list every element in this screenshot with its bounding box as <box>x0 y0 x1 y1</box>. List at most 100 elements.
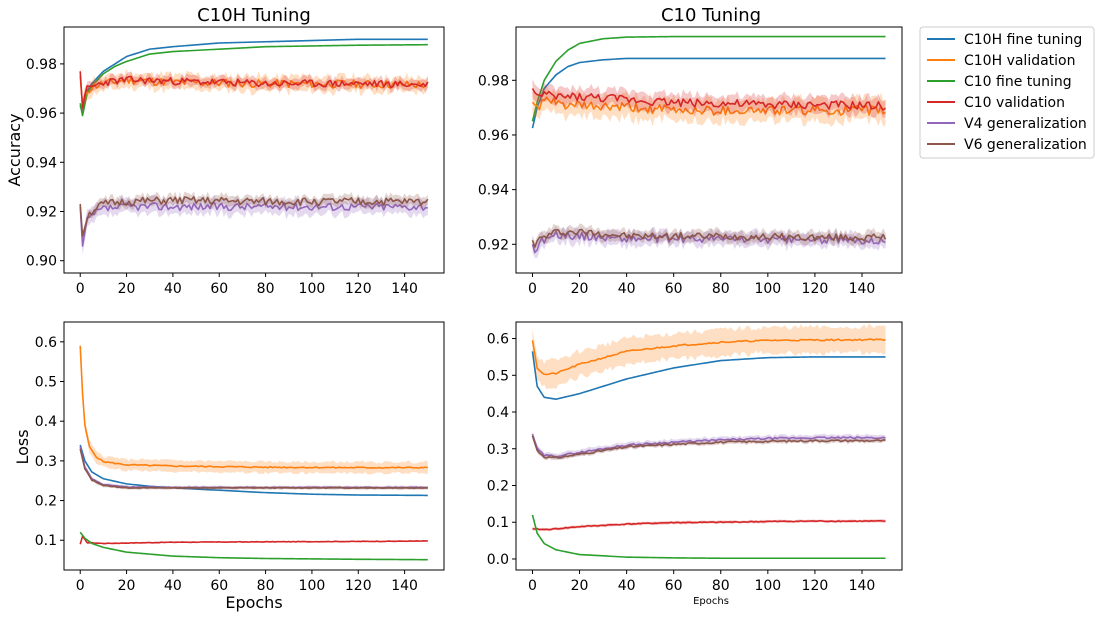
x-tick-label: 20 <box>571 281 589 297</box>
y-tick-label: 0.4 <box>35 414 57 430</box>
x-tick-label: 80 <box>257 578 275 594</box>
plot-area <box>531 35 887 259</box>
x-tick-label: 80 <box>712 578 730 594</box>
series-line <box>79 448 428 489</box>
x-tick-label: 80 <box>712 281 730 297</box>
series-band <box>532 430 886 461</box>
x-tick-label: 60 <box>210 578 228 594</box>
series-band <box>80 67 428 114</box>
series-line <box>79 531 428 561</box>
x-tick-label: 140 <box>849 578 876 594</box>
legend-label: C10 validation <box>964 95 1065 111</box>
legend-label: C10 fine tuning <box>964 74 1072 90</box>
x-tick-label: 40 <box>164 578 182 594</box>
y-axis-label: Loss <box>13 429 32 464</box>
x-tick-label: 60 <box>665 281 683 297</box>
x-tick-label: 140 <box>391 281 418 297</box>
legend-entry: C10 fine tuning <box>927 74 1072 90</box>
plot-area <box>531 323 886 560</box>
series-line <box>532 519 886 531</box>
x-tick-label: 120 <box>345 578 372 594</box>
legend-frame <box>919 26 1095 159</box>
x-tick-label: 60 <box>665 578 683 594</box>
y-tick-label: 0.3 <box>35 454 57 470</box>
x-tick-label: 100 <box>299 578 326 594</box>
legend-label: V6 generalization <box>964 137 1087 153</box>
x-tick-label: 120 <box>802 281 829 297</box>
y-tick-label: 0.6 <box>487 332 509 348</box>
y-tick-label: 0.90 <box>26 254 57 270</box>
series-line <box>531 35 886 122</box>
y-tick-label: 0.1 <box>35 533 57 549</box>
series-line <box>531 338 886 376</box>
series-band <box>80 191 428 240</box>
x-tick-label: 20 <box>118 281 136 297</box>
axes-frame <box>63 321 445 571</box>
plot-area <box>79 340 428 561</box>
x-axis-label: Epochs <box>225 593 282 612</box>
series-band <box>80 194 428 255</box>
y-tick-label: 0.92 <box>478 237 509 253</box>
legend-entry: V4 generalization <box>927 116 1087 132</box>
y-axis-label: Accuracy <box>5 113 24 186</box>
series-line <box>79 345 428 469</box>
series-line <box>531 351 886 400</box>
series-line <box>79 195 429 237</box>
series-band <box>532 519 886 532</box>
panel-bottom-right: Epochs 0 20 40 60 80 100 120 140 0.0 0.1 0.2 0.3 0.4… <box>487 321 903 607</box>
y-tick-label: 0.96 <box>478 128 509 144</box>
y-tick-label: 0.94 <box>478 183 509 199</box>
y-tick-label: 0.2 <box>35 494 57 510</box>
x-tick-label: 0 <box>76 578 85 594</box>
y-tick-label: 0.1 <box>487 515 509 531</box>
legend-entry: V6 generalization <box>927 137 1087 153</box>
y-tick-label: 0.5 <box>487 368 509 384</box>
legend-label: C10H fine tuning <box>964 32 1082 48</box>
series-line <box>79 43 428 117</box>
series-line <box>79 535 428 545</box>
x-tick-label: 0 <box>528 281 537 297</box>
x-tick-label: 0 <box>76 281 85 297</box>
series-line <box>79 38 428 114</box>
x-tick-label: 20 <box>118 578 136 594</box>
x-tick-label: 0 <box>528 578 537 594</box>
y-tick-label: 0.98 <box>26 57 57 73</box>
x-tick-label: 40 <box>618 578 636 594</box>
panel-title: C10H Tuning <box>197 5 311 26</box>
x-tick-label: 40 <box>164 281 182 297</box>
series-band <box>532 78 886 119</box>
series-line <box>531 435 886 459</box>
x-tick-label: 120 <box>345 281 372 297</box>
y-tick-label: 0.94 <box>26 155 57 171</box>
series-line <box>531 88 886 111</box>
y-tick-label: 0.3 <box>487 442 509 458</box>
legend-label: C10H validation <box>964 53 1076 69</box>
series-line <box>79 444 428 497</box>
y-tick-label: 0.4 <box>487 405 509 421</box>
x-tick-label: 100 <box>299 281 326 297</box>
y-tick-label: 0.5 <box>35 375 57 391</box>
legend-entry: C10 validation <box>927 95 1065 111</box>
x-tick-label: 120 <box>802 578 829 594</box>
panel-top-right: C10 Tuning 0 20 40 60 80 100 120 140 0.92 0.94 0.9… <box>478 5 903 297</box>
x-tick-label: 60 <box>210 281 228 297</box>
legend-entry: C10H validation <box>927 53 1076 69</box>
y-tick-label: 0.96 <box>26 106 57 122</box>
y-tick-label: 0.2 <box>487 478 509 494</box>
series-band <box>532 323 886 390</box>
panel-title: C10 Tuning <box>661 5 761 26</box>
legend-entry: C10H fine tuning <box>927 32 1082 48</box>
legend-label: V4 generalization <box>964 116 1087 132</box>
series-line <box>531 514 886 560</box>
x-tick-label: 100 <box>754 578 781 594</box>
series-band <box>532 225 886 259</box>
x-tick-label: 80 <box>257 281 275 297</box>
series-band <box>532 433 886 461</box>
panel-top-left: C10H Tuning Accuracy 0 20 40 60 80 100 120 140 0… <box>5 5 445 297</box>
series-line <box>531 228 887 248</box>
series-line <box>531 433 886 458</box>
series-band <box>532 223 886 253</box>
x-tick-label: 140 <box>391 578 418 594</box>
series-band <box>80 67 428 114</box>
